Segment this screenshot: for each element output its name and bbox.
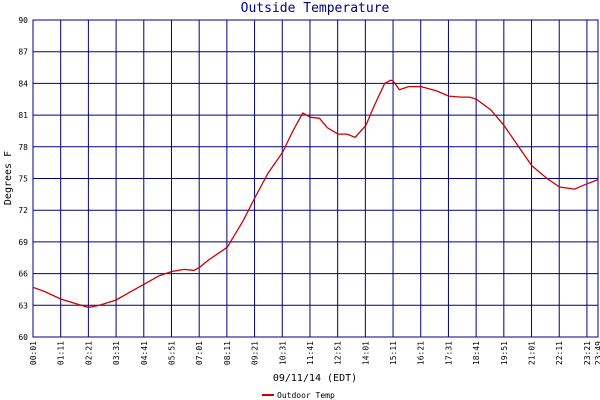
y-axis-label: Degrees F bbox=[3, 151, 14, 205]
x-tick-label: 11:41 bbox=[306, 341, 315, 365]
x-tick-label: 02:21 bbox=[84, 341, 93, 365]
y-tick-label: 72 bbox=[18, 206, 28, 215]
legend-label: Outdoor Temp bbox=[277, 391, 335, 400]
x-tick-label: 03:31 bbox=[112, 341, 121, 365]
x-tick-label: 23:21 bbox=[583, 341, 592, 365]
x-axis-label: 09/11/14 (EDT) bbox=[273, 373, 357, 384]
y-tick-label: 78 bbox=[18, 143, 28, 152]
y-tick-label: 63 bbox=[18, 301, 28, 310]
x-tick-label: 04:41 bbox=[140, 341, 149, 365]
x-tick-label: 10:31 bbox=[278, 341, 287, 365]
data-line bbox=[32, 79, 599, 309]
y-tick-label: 90 bbox=[18, 16, 28, 25]
y-tick-label: 69 bbox=[18, 238, 28, 247]
x-tick-label: 12:51 bbox=[334, 341, 343, 365]
x-tick-label: 09:21 bbox=[251, 341, 260, 365]
x-tick-label: 15:11 bbox=[389, 341, 398, 365]
x-tick-label: 14:01 bbox=[361, 341, 370, 365]
x-tick-label: 16:21 bbox=[417, 341, 426, 365]
chart-title: Outside Temperature bbox=[241, 1, 390, 16]
y-tick-label: 75 bbox=[18, 175, 28, 184]
x-tick-label: 01:11 bbox=[57, 341, 66, 365]
x-tick-label: 22:11 bbox=[555, 341, 564, 365]
y-tick-label: 84 bbox=[18, 79, 28, 88]
x-tick-label: 05:51 bbox=[167, 341, 176, 365]
y-tick-label: 60 bbox=[18, 333, 28, 342]
x-tick-label: 07:01 bbox=[195, 341, 204, 365]
x-tick-label: 19:51 bbox=[500, 341, 509, 365]
x-tick-label: 23:49 bbox=[594, 341, 600, 365]
y-tick-label: 66 bbox=[18, 270, 28, 279]
x-tick-label: 08:11 bbox=[223, 341, 232, 365]
plot-frame bbox=[32, 19, 599, 338]
x-tick-label: 17:31 bbox=[444, 341, 453, 365]
y-tick-label: 87 bbox=[18, 48, 28, 57]
y-tick-label: 81 bbox=[18, 111, 28, 120]
x-tick-label: 18:41 bbox=[472, 341, 481, 365]
x-tick-label: 00:01 bbox=[29, 341, 38, 365]
x-tick-label: 21:01 bbox=[528, 341, 537, 365]
